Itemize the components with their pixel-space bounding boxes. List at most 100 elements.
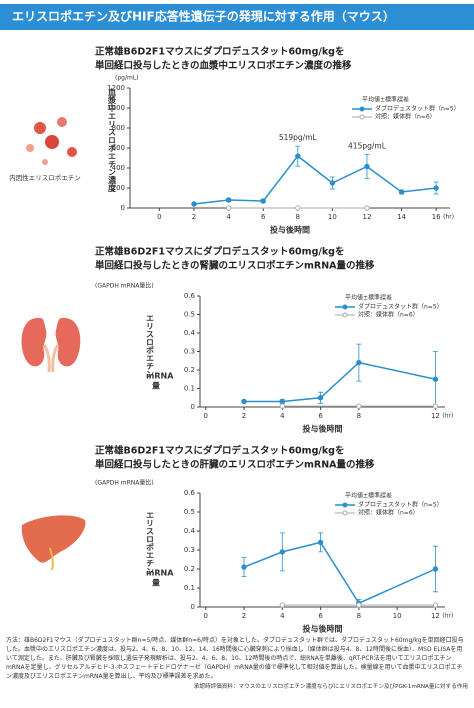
x-tick-label: 6 <box>261 213 266 221</box>
y-tick-label: 0.4 <box>184 527 196 535</box>
y-tick-label: 0.1 <box>184 584 195 592</box>
data-point <box>356 359 362 366</box>
source-text: 承認時評価資料：マウスのエリスロポエチン濃度ならびにエリスロポエチン及びPGK-… <box>193 684 468 690</box>
y-tick-label: 0.6 <box>184 292 196 300</box>
chart-title: 単回経口投与したときの肝臓のエリスロポエチンmRNA量の推移 <box>95 459 375 471</box>
x-tick-label: 0 <box>204 612 208 620</box>
x-tick-label: 14 <box>397 213 406 221</box>
x-tick-label: 2 <box>242 412 246 420</box>
y-tick-label: 1000 <box>107 104 125 112</box>
data-point <box>279 549 286 555</box>
x-tick-label: 16 <box>432 213 441 221</box>
y-tick-label: 0.4 <box>184 329 196 337</box>
data-point <box>364 163 370 170</box>
x-unit: (hr) <box>442 413 453 420</box>
data-point <box>317 539 324 546</box>
y-tick-label: 0 <box>191 603 195 611</box>
x-tick-label: 10 <box>328 213 337 221</box>
x-axis-label: 投与後時間 <box>303 624 343 634</box>
y-unit: (GAPDH mRNA量比) <box>95 282 154 290</box>
legend-title: 平均値±標準誤差 <box>362 96 409 104</box>
y-axis-label: mRNA <box>146 569 174 578</box>
x-tick-label: 0 <box>157 213 161 221</box>
data-point <box>279 398 286 405</box>
chart-title: 単回経口投与したときの腎臓のエリスロポエチンmRNA量の推移 <box>95 260 375 272</box>
y-tick-label: 200 <box>112 184 125 192</box>
chart-title: 正常雄B6D2F1マウスにダプロデュスタット60mg/kgを <box>95 445 344 457</box>
y-axis-label: 量 <box>152 381 160 391</box>
x-axis-label: 投与後時間 <box>303 424 343 434</box>
y-unit: (pg/mL) <box>115 75 139 82</box>
y-axis-label: 血漿中エリスロポエチン濃度 <box>107 87 117 193</box>
legend-marker <box>342 502 348 508</box>
data-point <box>279 403 286 409</box>
x-tick-label: 6 <box>318 412 323 420</box>
y-axis-label: 量 <box>152 578 160 588</box>
x-tick-label: 12 <box>431 412 440 420</box>
y-tick-label: 600 <box>112 144 125 152</box>
charts: エリスロポエチン及びHIF応答性遺伝子の発現に対する作用（マウス） 内因性エリス… <box>0 4 474 634</box>
legend-title: 平均値±標準誤差 <box>345 492 392 500</box>
y-tick-label: 0.5 <box>184 508 195 516</box>
data-point <box>241 398 247 405</box>
legend-label: 対照：媒体群（n=6） <box>358 311 419 319</box>
data-point <box>279 602 286 608</box>
x-unit: (hr) <box>442 613 453 620</box>
x-tick-label: 2 <box>192 213 196 221</box>
annotation: 519pg/mL <box>279 133 318 142</box>
data-point <box>432 566 439 572</box>
legend-label: ダプロデュスタット群（n=5） <box>375 105 460 113</box>
data-point <box>295 205 301 211</box>
x-axis-label: 投与後時間 <box>270 225 310 235</box>
x-tick-label: 6 <box>318 612 323 620</box>
icon-label: 内因性エリスロポエチン <box>9 173 81 182</box>
x-tick-label: 4 <box>280 612 285 620</box>
data-point <box>329 180 336 186</box>
y-tick-label: 400 <box>112 164 125 172</box>
legend-marker <box>359 106 365 112</box>
x-tick-label: 10 <box>393 612 402 620</box>
y-tick-label: 0 <box>121 204 125 212</box>
x-unit: (hr) <box>443 214 454 221</box>
y-tick-label: 1200 <box>107 84 125 92</box>
data-point <box>260 198 266 204</box>
footer: 方法：雄B6D2F1マウス（ダプロデュスタット群n=5/時点、媒体群n=6/時点… <box>6 636 468 691</box>
y-axis-label: mRNA <box>146 372 174 381</box>
data-point <box>433 185 439 191</box>
x-tick-label: 12 <box>363 213 372 221</box>
data-point <box>364 205 370 211</box>
legend-label: ダプロデュスタット群（n=5） <box>358 303 443 311</box>
y-tick-label: 0.6 <box>184 489 196 497</box>
data-point <box>432 602 439 608</box>
data-point <box>225 205 232 211</box>
y-tick-label: 800 <box>112 124 125 132</box>
legend-marker <box>342 312 348 318</box>
legend-marker <box>342 304 348 310</box>
data-point <box>356 602 362 608</box>
y-tick-label: 0.2 <box>184 565 195 573</box>
series-line <box>243 541 436 605</box>
header-bar <box>0 4 474 30</box>
method-text: 方法：雄B6D2F1マウス（ダプロデュスタット群n=5/時点、媒体群n=6/時点… <box>6 637 464 680</box>
y-axis-label: エリスロポエチン <box>146 511 155 575</box>
chart-title: 単回経口投与したときの血漿中エリスロポエチン濃度の推移 <box>95 60 352 72</box>
y-unit: (GAPDH mRNA量比) <box>95 479 154 487</box>
series-line <box>244 361 436 403</box>
chart-title: 正常雄B6D2F1マウスにダプロデュスタット60mg/kgを <box>95 46 344 58</box>
data-point <box>432 376 439 382</box>
legend-marker <box>359 114 365 120</box>
y-tick-label: 0.3 <box>184 348 195 356</box>
data-point <box>432 403 439 409</box>
legend-label: ダプロデュスタット群（n=5） <box>358 501 443 509</box>
x-tick-label: 4 <box>280 412 285 420</box>
x-tick-label: 4 <box>226 213 231 221</box>
data-point <box>225 197 232 203</box>
y-tick-label: 0.5 <box>184 311 195 319</box>
x-tick-label: 8 <box>357 612 361 620</box>
kidney-icon <box>21 317 81 373</box>
data-point <box>191 201 197 207</box>
y-axis-label: エリスロポエチン <box>146 314 155 378</box>
x-tick-label: 0 <box>204 412 208 420</box>
x-tick-label: 12 <box>431 612 440 620</box>
x-tick-label: 8 <box>357 412 361 420</box>
